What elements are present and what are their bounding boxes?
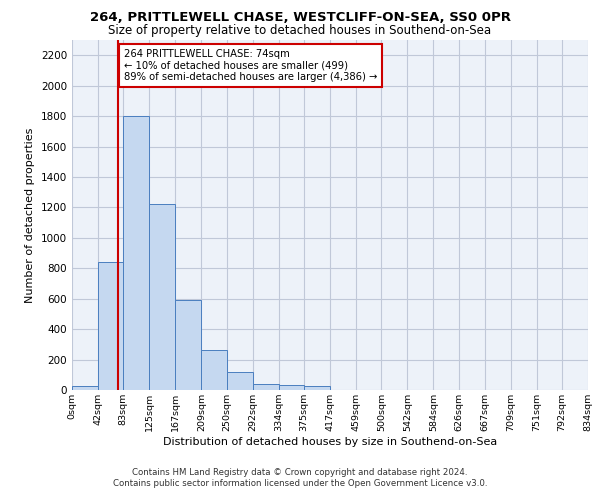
Bar — [202, 350, 227, 390]
Bar — [72, 386, 98, 390]
Bar — [124, 116, 149, 390]
X-axis label: Distribution of detached houses by size in Southend-on-Sea: Distribution of detached houses by size … — [163, 437, 497, 447]
Bar — [278, 384, 304, 390]
Bar — [149, 204, 175, 390]
Bar — [253, 384, 278, 390]
Bar — [304, 386, 330, 390]
Bar — [175, 300, 202, 390]
Y-axis label: Number of detached properties: Number of detached properties — [25, 128, 35, 302]
Bar — [98, 262, 124, 390]
Text: Size of property relative to detached houses in Southend-on-Sea: Size of property relative to detached ho… — [109, 24, 491, 37]
Bar — [227, 372, 253, 390]
Text: Contains HM Land Registry data © Crown copyright and database right 2024.
Contai: Contains HM Land Registry data © Crown c… — [113, 468, 487, 487]
Text: 264, PRITTLEWELL CHASE, WESTCLIFF-ON-SEA, SS0 0PR: 264, PRITTLEWELL CHASE, WESTCLIFF-ON-SEA… — [89, 11, 511, 24]
Text: 264 PRITTLEWELL CHASE: 74sqm
← 10% of detached houses are smaller (499)
89% of s: 264 PRITTLEWELL CHASE: 74sqm ← 10% of de… — [124, 49, 377, 82]
